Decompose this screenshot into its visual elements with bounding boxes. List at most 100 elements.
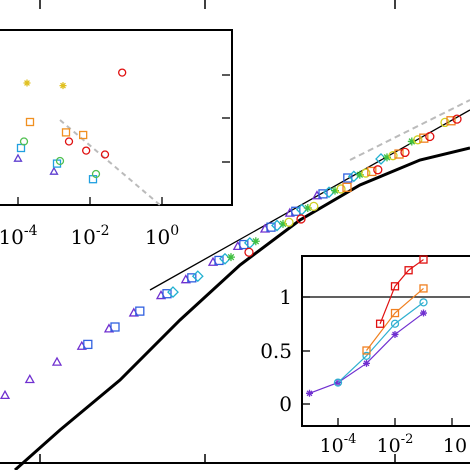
inset1-data-point: [100, 150, 110, 159]
inset2-data-point: [404, 266, 413, 275]
main-data-point: [239, 239, 249, 250]
inset2-y-tick-label: 1: [279, 285, 292, 309]
inset1-data-point: [55, 156, 65, 166]
main-data-point: [191, 270, 204, 283]
tick-exponent: -4: [24, 223, 38, 239]
inset2-data-point: [306, 389, 313, 397]
tick-base: 10: [145, 225, 170, 249]
main-data-point: [296, 214, 306, 224]
inset1-data-point: [118, 68, 127, 77]
inset1-data-point: [19, 137, 29, 146]
main-data-point: [394, 149, 404, 159]
inset2-data-point: [333, 378, 343, 387]
tick-exponent: -4: [344, 432, 357, 447]
main-data-point: [452, 114, 462, 124]
inset2-data-point: [419, 255, 428, 264]
main-data-point: [309, 201, 319, 212]
inset2-series-line: [379, 259, 424, 324]
main-ticks: [39, 0, 396, 463]
inset2-series-line: [337, 301, 424, 384]
tick-base: 10: [320, 435, 344, 457]
main-data-point: [0, 389, 11, 400]
main-data-point: [251, 237, 260, 246]
inset2-x-tick-label: 10: [443, 435, 467, 457]
tick-exponent: -2: [401, 432, 414, 447]
inset-top-left-tick-labels: 10-4 10-2 100: [0, 223, 179, 249]
inset1-x-tick-label: 100: [145, 223, 179, 249]
inset-bottom-right-frame: [301, 255, 470, 427]
main-data-point: [303, 204, 312, 213]
inset1-data-point: [16, 143, 26, 153]
inset1-x-tick-label: 10-4: [0, 223, 38, 249]
main-data-point: [135, 306, 145, 316]
main-data-points: [0, 114, 462, 400]
inset2-x-tick-label: 10-2: [377, 432, 414, 457]
inset2-data-point: [391, 330, 399, 338]
inset1-data-point: [91, 169, 101, 179]
inset1-data-point: [25, 117, 35, 127]
main-data-point: [413, 135, 423, 145]
tick-base: 10: [377, 435, 401, 457]
main-data-point: [187, 273, 197, 283]
main-data-point: [167, 286, 179, 298]
inset2-data-point: [390, 319, 400, 328]
inset2-data-point: [390, 282, 400, 291]
main-data-point: [214, 255, 224, 266]
tick-base: 10: [70, 225, 95, 249]
main-data-point: [83, 339, 93, 350]
inset2-data-point: [420, 309, 427, 317]
main-data-point: [279, 219, 287, 228]
inset2-data-point: [375, 319, 385, 328]
inset2-series-line: [366, 287, 424, 351]
inset1-data-point: [82, 146, 91, 155]
inset-top-left-frame: [0, 29, 233, 206]
inset2-y-tick-label: 0: [279, 392, 292, 416]
main-data-point: [342, 182, 352, 192]
tick-exponent: 0: [170, 223, 179, 239]
main-data-point: [291, 206, 301, 216]
main-data-point: [24, 373, 35, 384]
inset-top-left: 10-4 10-2 100: [0, 29, 233, 249]
tick-exponent: -2: [96, 223, 110, 239]
main-data-point: [419, 133, 429, 143]
main-reference-curve: [14, 99, 470, 470]
main-data-point: [367, 166, 377, 177]
tick-base: 10: [0, 225, 24, 249]
main-data-point: [400, 147, 410, 158]
inset1-data-point: [79, 130, 88, 140]
inset1-x-tick-label: 10-2: [70, 223, 109, 249]
inset2-x-tick-label: 10-4: [320, 432, 357, 457]
main-data-point: [331, 186, 339, 195]
main-reference-powerlaw-line: [149, 109, 470, 291]
main-data-point: [51, 356, 63, 366]
main-data-point: [425, 131, 435, 142]
inset1-data-point: [49, 166, 59, 175]
main-reference-curve-line: [14, 146, 470, 470]
inset1-data-point: [61, 128, 71, 137]
main-data-point: [373, 165, 383, 175]
inset1-data-point: [13, 153, 23, 162]
main-data-point: [355, 170, 364, 179]
inset2-y-tick-label: 0.5: [260, 339, 292, 363]
inset1-data-point: [23, 79, 31, 87]
main-data-point: [343, 173, 353, 183]
main-reference-dashed-line: [349, 99, 470, 161]
main-data-point: [284, 217, 294, 227]
inset2-data-point: [363, 359, 370, 367]
main-data-point: [336, 184, 346, 194]
inset-top-left-data-points: [13, 68, 127, 184]
inset-bottom-right-data-points: [306, 255, 428, 397]
main-data-point: [383, 153, 391, 162]
main-data-point: [318, 189, 328, 199]
main-data-point: [244, 247, 254, 257]
inset2-data-point: [419, 284, 428, 293]
inset2-data-point: [362, 351, 371, 361]
inset1-dashed-line: [59, 119, 161, 206]
inset-top-left-guide-line: [59, 119, 161, 206]
tick-base: 10: [443, 435, 467, 457]
main-data-point: [227, 253, 235, 262]
main-data-point: [266, 222, 276, 232]
